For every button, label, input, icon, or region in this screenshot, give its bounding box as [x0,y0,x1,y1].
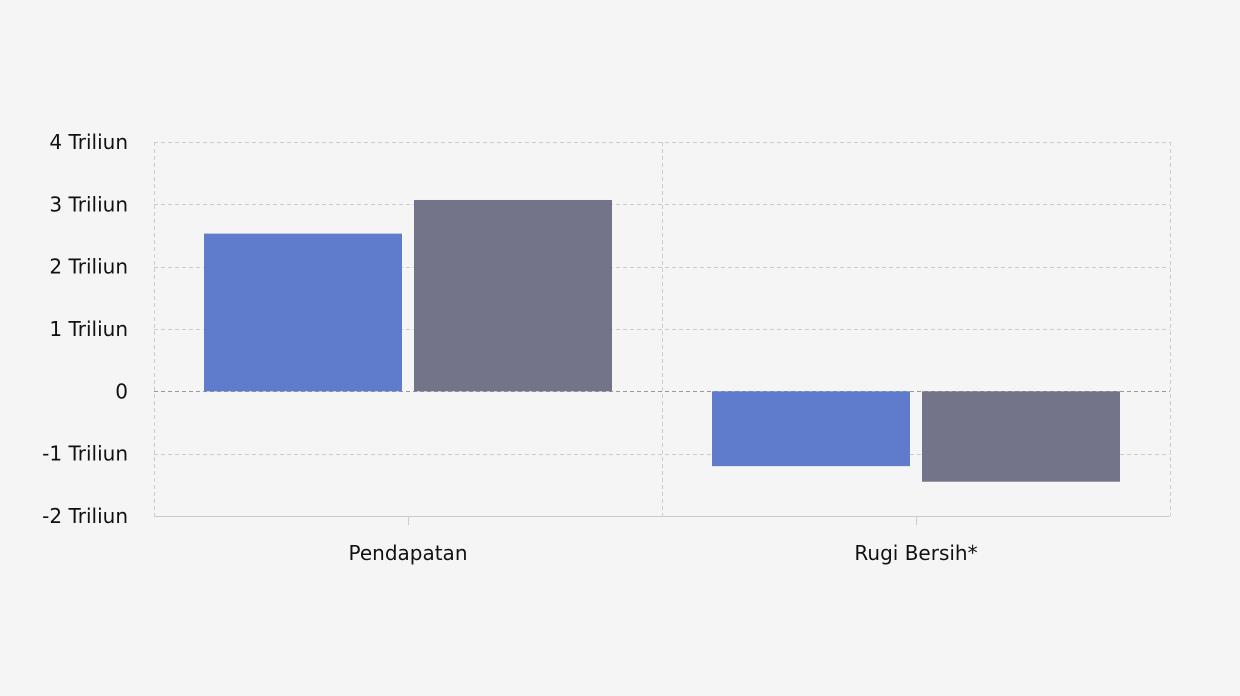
bar-1-series-1[interactable] [922,391,1120,482]
y-tick-label: 1 Triliun [49,317,128,341]
bar-0-series-0[interactable] [204,233,402,392]
axes [154,516,1170,525]
bars [204,199,1120,482]
bar-1-series-0[interactable] [712,391,910,467]
y-tick-label: 4 Triliun [49,130,128,154]
bar-0-series-1[interactable] [414,199,612,392]
y-tick-label: -1 Triliun [42,442,128,466]
y-tick-label: -2 Triliun [42,504,128,528]
y-tick-label: 0 [115,379,128,403]
x-tick-label: Rugi Bersih* [854,541,977,565]
tick-labels: 4 Triliun 3 Triliun 2 Triliun 1 Triliun 0 -1 … [42,130,977,565]
y-tick-label: 2 Triliun [49,255,128,279]
y-tick-label: 3 Triliun [49,192,128,216]
x-tick-label: Pendapatan [348,541,467,565]
